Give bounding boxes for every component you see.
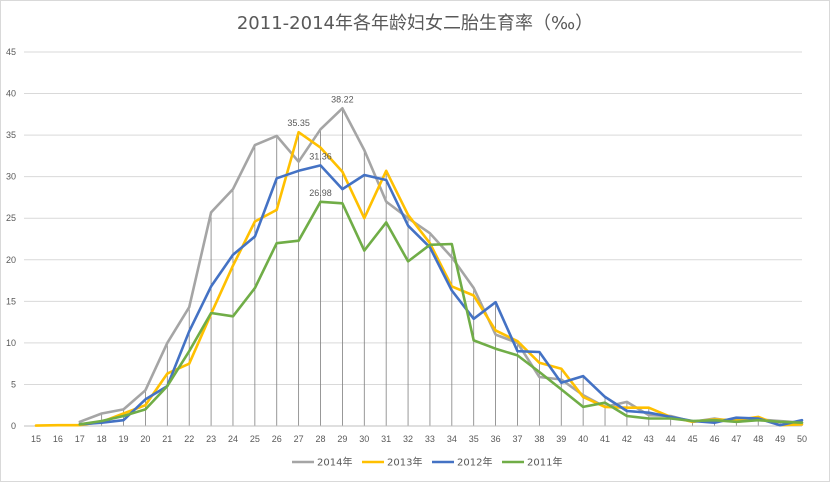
x-tick-label: 17 xyxy=(75,434,85,444)
y-tick-label: 30 xyxy=(6,172,16,182)
data-label: 38.22 xyxy=(331,94,354,104)
x-tick-label: 19 xyxy=(119,434,129,444)
y-tick-label: 0 xyxy=(11,421,16,431)
x-tick-label: 33 xyxy=(425,434,435,444)
x-tick-label: 46 xyxy=(709,434,719,444)
x-tick-label: 26 xyxy=(272,434,282,444)
y-tick-label: 45 xyxy=(6,47,16,57)
x-tick-label: 41 xyxy=(600,434,610,444)
y-tick-label: 15 xyxy=(6,296,16,306)
x-tick-label: 50 xyxy=(797,434,807,444)
y-tick-label: 5 xyxy=(11,379,16,389)
data-label: 31.36 xyxy=(309,151,332,161)
x-tick-label: 42 xyxy=(622,434,632,444)
x-tick-label: 24 xyxy=(228,434,238,444)
x-tick-label: 23 xyxy=(206,434,216,444)
x-tick-label: 43 xyxy=(644,434,654,444)
x-tick-label: 20 xyxy=(140,434,150,444)
x-tick-label: 40 xyxy=(578,434,588,444)
x-tick-label: 49 xyxy=(775,434,785,444)
x-tick-label: 27 xyxy=(294,434,304,444)
series-line xyxy=(78,200,804,426)
y-tick-label: 25 xyxy=(6,213,16,223)
x-tick-label: 39 xyxy=(556,434,566,444)
x-tick-label: 18 xyxy=(97,434,107,444)
x-tick-label: 38 xyxy=(534,434,544,444)
y-tick-label: 35 xyxy=(6,130,16,140)
x-tick-label: 35 xyxy=(469,434,479,444)
legend-label: 2011年 xyxy=(527,456,562,469)
x-tick-label: 16 xyxy=(53,434,63,444)
x-tick-label: 22 xyxy=(184,434,194,444)
data-label: 35.35 xyxy=(287,118,310,128)
x-tick-label: 48 xyxy=(753,434,763,444)
y-tick-label: 40 xyxy=(6,89,16,99)
x-tick-label: 44 xyxy=(666,434,676,444)
x-tick-label: 28 xyxy=(316,434,326,444)
x-tick-label: 37 xyxy=(512,434,522,444)
x-tick-label: 32 xyxy=(403,434,413,444)
y-tick-label: 20 xyxy=(6,255,16,265)
x-tick-label: 21 xyxy=(162,434,172,444)
legend-label: 2012年 xyxy=(457,456,492,469)
x-tick-label: 47 xyxy=(731,434,741,444)
x-tick-label: 29 xyxy=(337,434,347,444)
y-tick-label: 10 xyxy=(6,338,16,348)
x-tick-label: 34 xyxy=(447,434,457,444)
series-line xyxy=(78,164,804,427)
x-tick-label: 45 xyxy=(688,434,698,444)
x-tick-label: 25 xyxy=(250,434,260,444)
legend-label: 2014年 xyxy=(317,456,352,469)
chart-title: 2011-2014年各年龄妇女二胎生育率（‰） xyxy=(236,13,594,34)
x-tick-label: 31 xyxy=(381,434,391,444)
x-tick-label: 15 xyxy=(31,434,41,444)
x-tick-label: 36 xyxy=(491,434,501,444)
legend-label: 2013年 xyxy=(387,456,422,469)
data-label: 26.98 xyxy=(309,188,332,198)
x-tick-label: 30 xyxy=(359,434,369,444)
